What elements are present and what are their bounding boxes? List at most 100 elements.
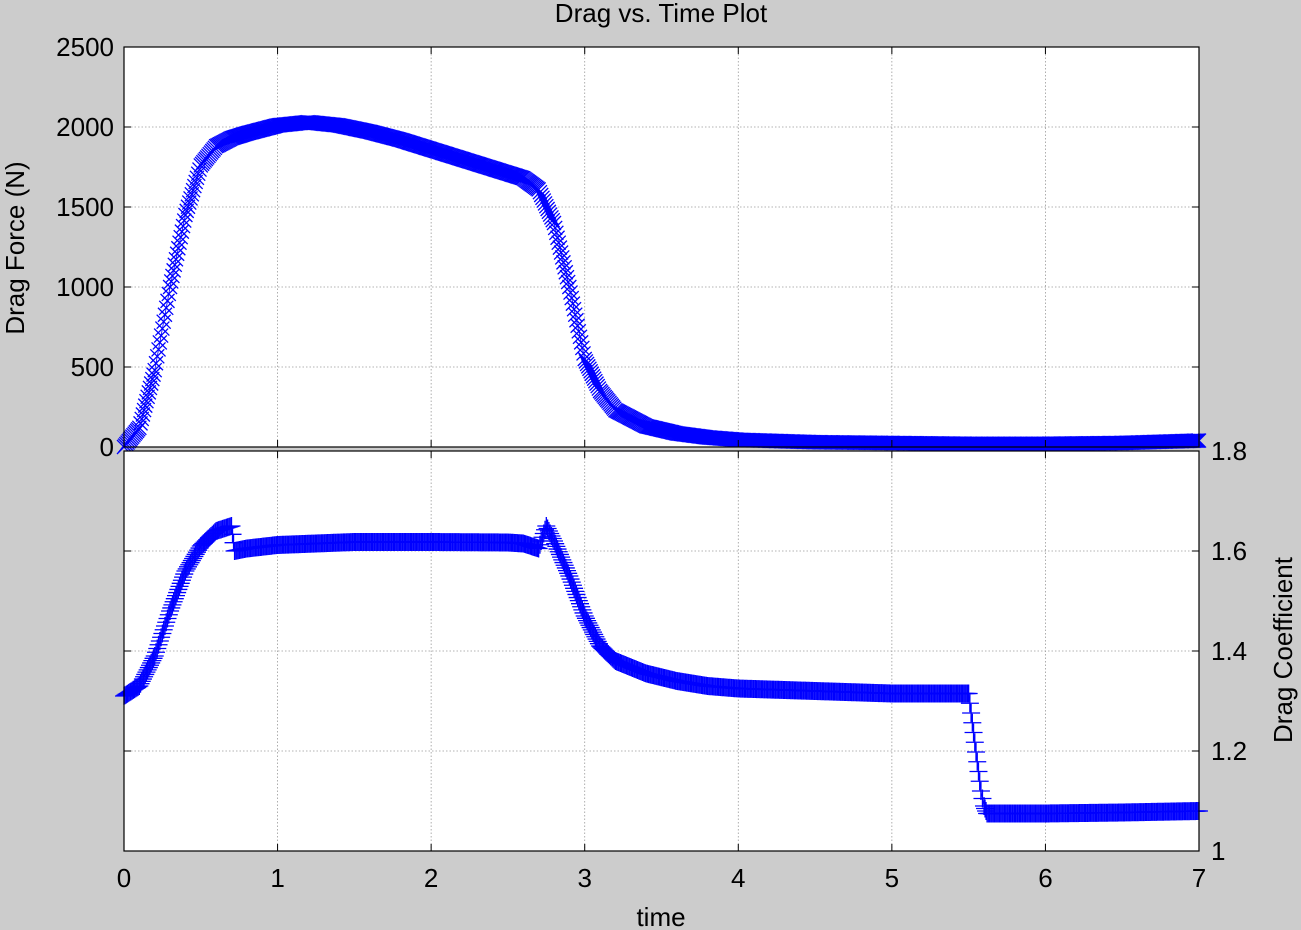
data-point <box>542 207 558 223</box>
data-point <box>136 665 155 684</box>
data-point <box>135 407 151 422</box>
y-tick-label: 0 <box>100 432 114 462</box>
data-point <box>185 182 201 198</box>
data-point <box>135 667 154 686</box>
data-point <box>587 630 606 649</box>
data-point <box>585 625 604 644</box>
x-tick-label: 1 <box>270 863 284 893</box>
data-point <box>144 371 160 387</box>
data-point <box>578 354 594 369</box>
data-point <box>554 250 570 265</box>
data-point <box>558 264 574 280</box>
data-point <box>175 565 194 584</box>
data-point <box>177 207 193 223</box>
data-point <box>181 195 197 211</box>
data-point <box>536 193 552 209</box>
data-point <box>183 191 199 206</box>
data-point <box>140 656 159 675</box>
x-tick-label: 6 <box>1038 863 1052 893</box>
data-point <box>553 245 569 260</box>
drag-coefficient-plot: 0 1 2 3 4 5 6 711.21.41.61.8 <box>115 436 1247 893</box>
data-point <box>546 215 562 231</box>
data-point <box>576 609 595 628</box>
data-point <box>537 517 556 535</box>
y-tick-label: 500 <box>71 352 114 382</box>
data-point <box>148 639 167 658</box>
data-point <box>959 684 978 703</box>
data-point <box>589 376 604 392</box>
data-point <box>1187 433 1203 449</box>
data-point <box>149 635 168 654</box>
data-point <box>1184 433 1200 449</box>
data-point <box>152 628 171 647</box>
data-point <box>560 274 576 290</box>
data-point <box>134 411 150 427</box>
data-point <box>131 674 150 693</box>
data-point <box>968 752 987 771</box>
data-point <box>145 647 164 665</box>
y-tick-label: 1.6 <box>1211 536 1247 566</box>
data-point <box>152 335 168 350</box>
y-axis-label-drag-force: Drag Force (N) <box>0 161 30 334</box>
data-point <box>142 380 158 396</box>
data-point <box>157 613 176 632</box>
data-point <box>962 704 981 722</box>
x-tick-label: 0 <box>117 863 131 893</box>
data-point <box>587 373 603 389</box>
data-point <box>138 660 157 679</box>
data-point <box>192 162 207 177</box>
data-point <box>537 195 553 211</box>
data-point <box>1190 433 1206 449</box>
data-point <box>538 519 557 538</box>
data-point <box>586 371 602 387</box>
data-point <box>184 186 200 202</box>
data-point <box>143 376 159 391</box>
data-point <box>179 203 195 219</box>
data-point <box>223 525 242 544</box>
data-point <box>576 346 591 361</box>
data-point <box>579 613 598 632</box>
data-point <box>143 651 162 670</box>
data-point <box>578 611 597 630</box>
data-point <box>130 677 149 695</box>
y-tick-label: 1500 <box>56 192 114 222</box>
data-point <box>540 201 556 217</box>
data-point <box>580 616 599 635</box>
data-point <box>531 181 547 197</box>
data-point <box>541 524 560 543</box>
data-point <box>154 620 173 639</box>
data-point <box>151 341 167 357</box>
data-point <box>970 772 989 791</box>
y-tick-label: 2500 <box>56 32 114 62</box>
data-point <box>137 398 153 414</box>
data-point <box>973 789 992 808</box>
data-point <box>581 361 597 377</box>
y-tick-label: 1.8 <box>1211 436 1247 466</box>
data-point <box>530 535 549 554</box>
data-point <box>586 627 605 646</box>
data-point <box>580 358 596 374</box>
data-point <box>541 204 557 220</box>
y-tick-label: 1000 <box>56 272 114 302</box>
data-point <box>559 269 575 285</box>
data-point <box>132 672 151 691</box>
data-point <box>146 643 165 662</box>
x-axis-label: time <box>636 902 685 930</box>
data-point <box>557 259 573 275</box>
data-point <box>149 348 165 364</box>
data-point <box>139 658 158 677</box>
data-point <box>136 402 152 418</box>
data-point <box>538 198 554 214</box>
data-point <box>532 184 548 200</box>
data-point <box>542 527 561 545</box>
data-point <box>552 240 568 256</box>
y-axis-label-drag-coefficient: Drag Coefficient <box>1268 556 1298 743</box>
y-tick-label: 1 <box>1211 836 1225 866</box>
data-point <box>539 522 558 540</box>
data-point <box>543 209 559 225</box>
data-point <box>971 782 990 800</box>
data-point <box>575 607 594 625</box>
data-point <box>583 623 602 642</box>
data-point <box>157 307 173 323</box>
x-tick-label: 4 <box>731 863 745 893</box>
